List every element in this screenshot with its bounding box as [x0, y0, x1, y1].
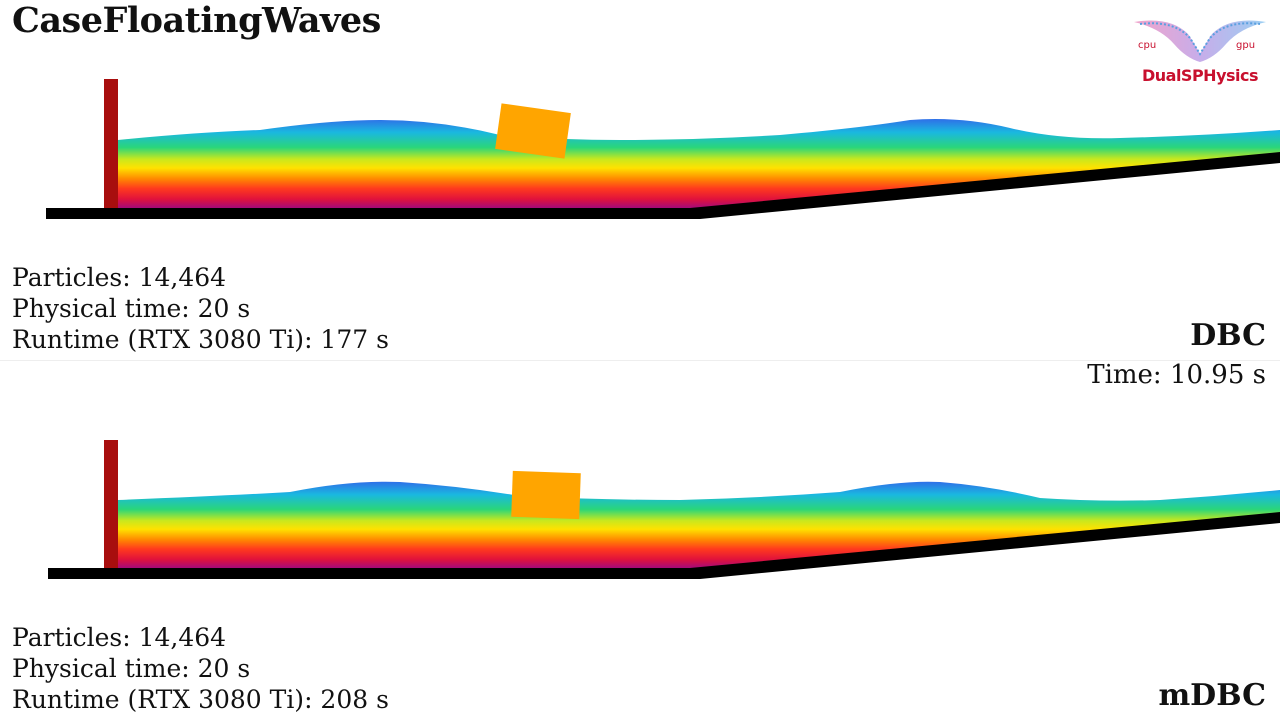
info-block-mdbc: Particles: 14,464 Physical time: 20 s Ru… [12, 622, 389, 715]
simulation-view-mdbc [48, 440, 1280, 579]
boundary-wall [104, 79, 118, 210]
physical-time: Physical time: 20 s [12, 294, 251, 323]
floating-box [511, 470, 581, 520]
ground-boundary [46, 152, 1280, 219]
method-label-dbc: DBC [1190, 318, 1266, 353]
boundary-wall [104, 440, 118, 570]
dualsphysics-logo: cpu gpu DualSPHysics [1130, 14, 1270, 90]
fluid-particles [118, 119, 1280, 208]
runtime: Runtime (RTX 3080 Ti): 177 s [12, 325, 389, 354]
logo-wave-graphic [1134, 20, 1266, 62]
ground-boundary [48, 512, 1280, 579]
particles-count: Particles: 14,464 [12, 263, 227, 292]
case-title: CaseFloatingWaves [12, 0, 381, 41]
particles-count: Particles: 14,464 [12, 623, 227, 652]
time-readout: Time: 10.95 s [1087, 360, 1266, 390]
simulation-view-dbc [46, 79, 1280, 219]
logo-gpu-label: gpu [1236, 40, 1256, 51]
fluid-particles [118, 481, 1280, 568]
info-block-dbc: Particles: 14,464 Physical time: 20 s Ru… [12, 262, 389, 355]
panel-divider [0, 360, 1280, 361]
physical-time: Physical time: 20 s [12, 654, 251, 683]
method-label-mdbc: mDBC [1158, 678, 1266, 713]
logo-cpu-label: cpu [1138, 40, 1157, 51]
runtime: Runtime (RTX 3080 Ti): 208 s [12, 685, 389, 714]
floating-box [495, 103, 571, 159]
logo-text: DualSPHysics [1141, 66, 1259, 85]
